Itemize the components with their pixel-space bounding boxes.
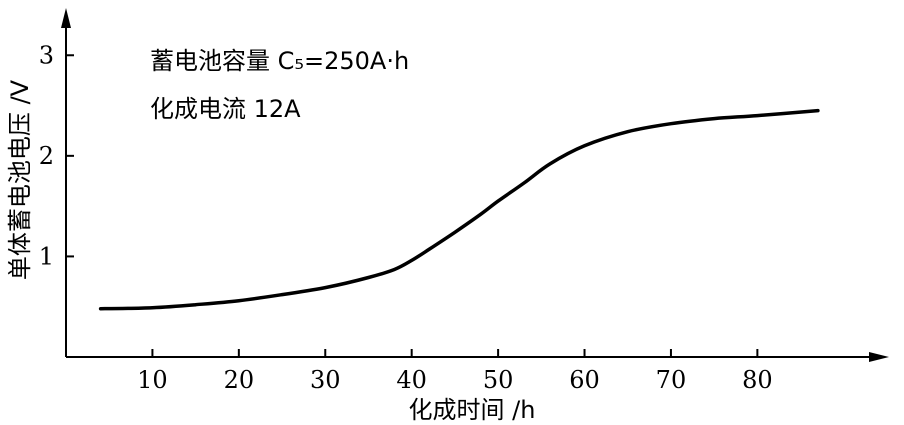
x-tick-label: 10: [137, 366, 168, 394]
x-tick-label: 20: [224, 366, 255, 394]
y-tick-label: 1: [39, 242, 54, 270]
annotation-capacity: 蓄电池容量 C₅=250A·h: [150, 47, 409, 75]
series-line: [98, 108, 820, 311]
y-axis-ticks: 1 2 3: [39, 41, 74, 270]
x-tick-label: 50: [483, 366, 514, 394]
x-axis-title: 化成时间 /h: [409, 396, 536, 424]
x-tick-label: 30: [310, 366, 341, 394]
x-tick-label: 40: [396, 366, 427, 394]
y-axis-arrow-icon: [61, 8, 71, 28]
y-tick-label: 3: [39, 41, 54, 69]
x-axis-ticks: 10 20 30 40 50 60 70 80: [137, 349, 773, 394]
annotation-current: 化成电流 12A: [150, 95, 301, 123]
y-tick-label: 2: [39, 142, 54, 170]
x-tick-label: 70: [656, 366, 687, 394]
x-tick-label: 80: [742, 366, 773, 394]
x-tick-label: 60: [569, 366, 600, 394]
x-axis-arrow-icon: [869, 352, 889, 362]
y-axis-title: 单体蓄电池电压 /V: [6, 79, 34, 280]
